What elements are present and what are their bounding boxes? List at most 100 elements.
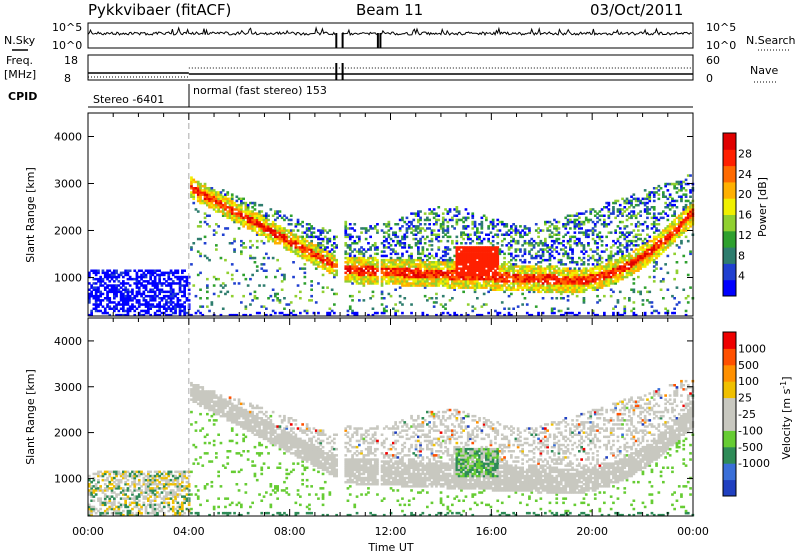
heatmap-cell bbox=[376, 276, 379, 279]
heatmap-cell bbox=[154, 295, 157, 298]
heatmap-cell bbox=[397, 280, 400, 283]
heatmap-cell bbox=[152, 280, 155, 283]
heatmap-cell bbox=[111, 487, 114, 490]
heatmap-cell bbox=[240, 250, 243, 253]
heatmap-cell bbox=[104, 286, 107, 289]
heatmap-cell bbox=[319, 253, 322, 256]
heatmap-cell bbox=[644, 198, 647, 201]
heatmap-cell bbox=[544, 259, 547, 262]
heatmap-cell bbox=[313, 231, 316, 234]
heatmap-cell bbox=[614, 242, 617, 245]
heatmap-cell bbox=[687, 301, 690, 304]
heatmap-cell bbox=[108, 495, 111, 498]
heatmap-cell bbox=[408, 282, 411, 285]
heatmap-cell bbox=[442, 217, 445, 220]
heatmap-cell bbox=[662, 297, 665, 300]
heatmap-cell bbox=[369, 236, 372, 239]
heatmap-cell bbox=[245, 305, 248, 308]
heatmap-cell bbox=[485, 246, 488, 249]
heatmap-cell bbox=[115, 479, 118, 482]
heatmap-cell bbox=[215, 231, 218, 234]
heatmap-cell bbox=[240, 301, 243, 304]
heatmap-cell bbox=[385, 238, 388, 241]
heatmap-cell bbox=[231, 242, 234, 245]
colorbar-segment bbox=[723, 166, 736, 183]
heatmap-cell bbox=[365, 250, 368, 253]
heatmap-cell bbox=[95, 508, 98, 511]
heatmap-cell bbox=[564, 217, 567, 220]
heatmap-cell bbox=[122, 280, 125, 283]
colorbar-segment bbox=[723, 133, 736, 150]
heatmap-cell bbox=[592, 255, 595, 258]
heatmap-cell bbox=[333, 238, 336, 241]
heatmap-cell bbox=[619, 248, 622, 251]
heatmap-cell bbox=[145, 310, 148, 313]
heatmap-cell bbox=[644, 286, 647, 289]
heatmap-cell bbox=[580, 280, 583, 283]
heatmap-cell bbox=[476, 297, 479, 300]
heatmap-cell bbox=[564, 253, 567, 256]
heatmap-cell bbox=[165, 295, 168, 298]
heatmap-cell bbox=[435, 234, 438, 237]
heatmap-cell bbox=[353, 248, 356, 251]
heatmap-cell bbox=[642, 229, 645, 232]
nsky-tick-bottom: 10^0 bbox=[52, 39, 82, 52]
heatmap-cell bbox=[208, 259, 211, 262]
heatmap-cell bbox=[505, 223, 508, 226]
heatmap-cell bbox=[231, 278, 234, 281]
heatmap-cell bbox=[521, 236, 524, 239]
heatmap-cell bbox=[401, 242, 404, 245]
heatmap-cell bbox=[267, 238, 270, 241]
heatmap-cell bbox=[422, 272, 425, 275]
heatmap-cell bbox=[458, 280, 461, 283]
heatmap-cell bbox=[442, 250, 445, 253]
heatmap-cell bbox=[408, 265, 411, 268]
heatmap-cell bbox=[596, 253, 599, 256]
heatmap-cell bbox=[662, 210, 665, 213]
heatmap-cell bbox=[558, 267, 561, 270]
heatmap-cell bbox=[487, 312, 490, 315]
heatmap-cell bbox=[496, 223, 499, 226]
heatmap-cell bbox=[667, 198, 670, 201]
heatmap-cell bbox=[415, 238, 418, 241]
nsky-tick-top: 10^5 bbox=[52, 21, 82, 34]
heatmap-cell bbox=[528, 240, 531, 243]
heatmap-cell bbox=[605, 244, 608, 247]
heatmap-cell bbox=[499, 253, 502, 256]
heatmap-cell bbox=[204, 242, 207, 245]
heatmap-cell bbox=[154, 276, 157, 279]
heatmap-cell bbox=[376, 229, 379, 232]
heatmap-cell bbox=[544, 267, 547, 270]
heatmap-cell bbox=[424, 295, 427, 298]
heatmap-cell bbox=[530, 238, 533, 241]
heatmap-cell bbox=[471, 223, 474, 226]
heatmap-cell bbox=[651, 301, 654, 304]
heatmap-cell bbox=[99, 497, 102, 500]
heatmap-cell bbox=[93, 308, 96, 311]
heatmap-cell bbox=[376, 265, 379, 268]
heatmap-cell bbox=[242, 242, 245, 245]
heatmap-cell bbox=[372, 257, 375, 260]
heatmap-cell bbox=[521, 293, 524, 296]
heatmap-cell bbox=[115, 276, 118, 279]
heatmap-cell bbox=[240, 244, 243, 247]
heatmap-cell bbox=[583, 244, 586, 247]
heatmap-cell bbox=[442, 272, 445, 275]
heatmap-cell bbox=[673, 223, 676, 226]
heatmap-cell bbox=[419, 227, 422, 230]
heatmap-cell bbox=[544, 248, 547, 251]
heatmap-cell bbox=[115, 270, 118, 273]
heatmap-cell bbox=[447, 225, 450, 228]
heatmap-cell bbox=[626, 236, 629, 239]
heatmap-cell bbox=[608, 265, 611, 268]
heatmap-cell bbox=[401, 259, 404, 262]
heatmap-cell bbox=[326, 246, 329, 249]
heatmap-cell bbox=[567, 308, 570, 311]
heatmap-cell bbox=[587, 234, 590, 237]
heatmap-cell bbox=[558, 221, 561, 224]
heatmap-cell bbox=[122, 295, 125, 298]
heatmap-cell bbox=[435, 212, 438, 215]
heatmap-cell bbox=[412, 212, 415, 215]
heatmap-cell bbox=[465, 280, 468, 283]
heatmap-cell bbox=[435, 293, 438, 296]
